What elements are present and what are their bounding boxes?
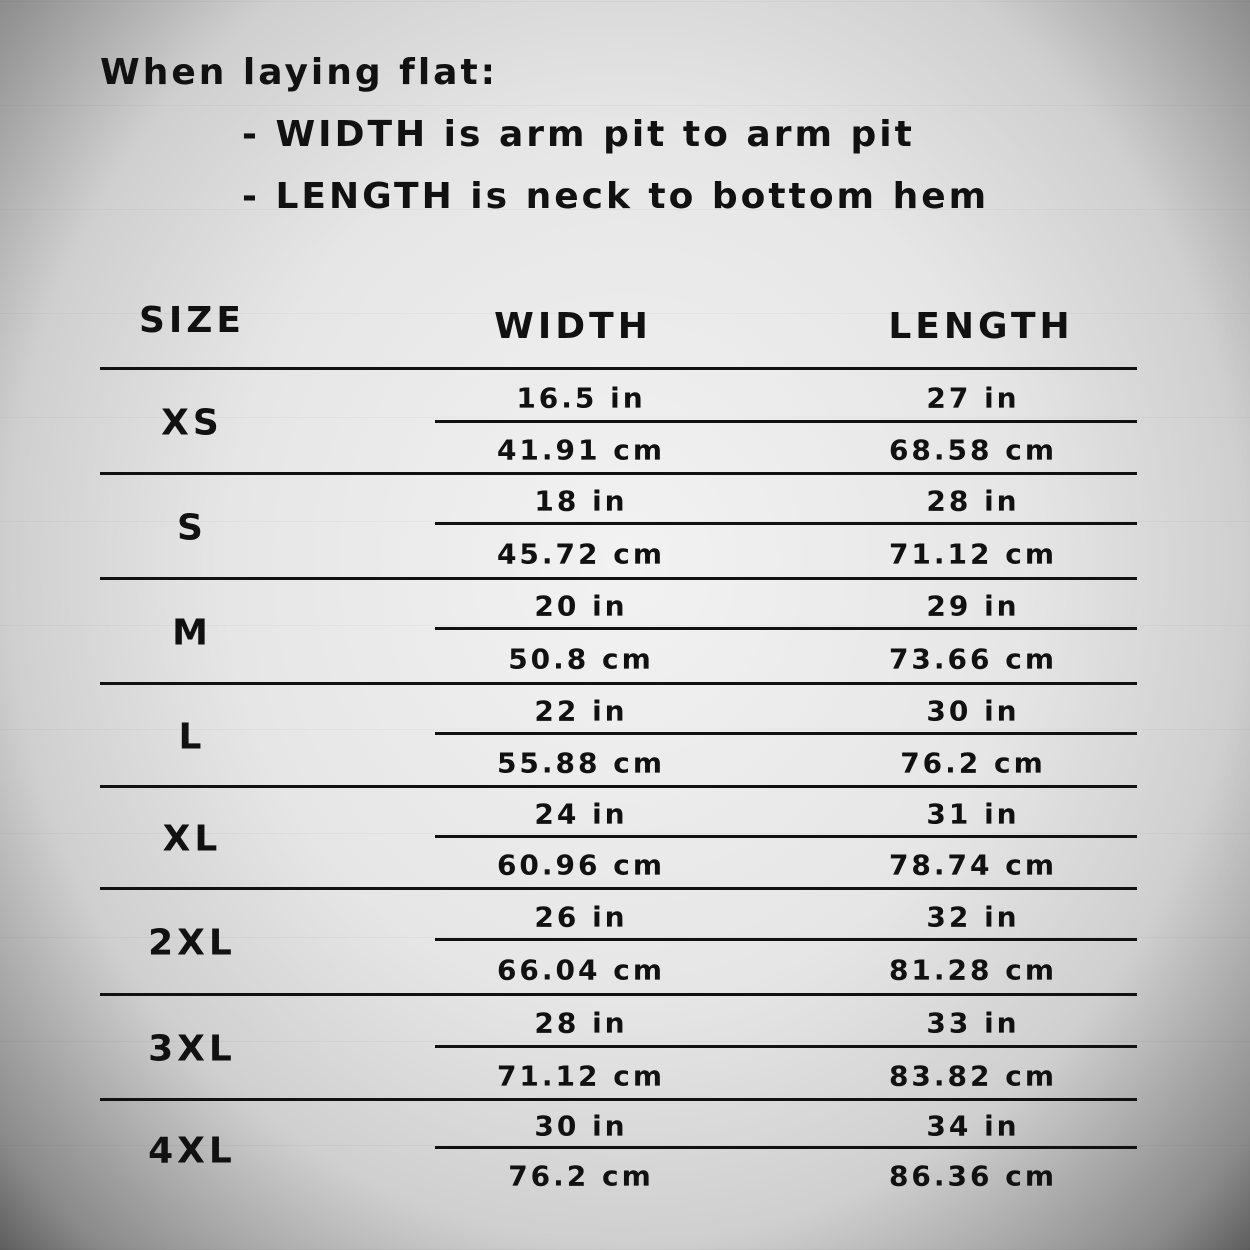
width-cm: 76.2 cm bbox=[508, 1159, 654, 1193]
length-in: 34 in bbox=[926, 1109, 1020, 1143]
length-in: 30 in bbox=[926, 694, 1020, 728]
length-cm: 86.36 cm bbox=[888, 1159, 1058, 1193]
length-cm: 76.2 cm bbox=[900, 746, 1046, 779]
unit-divider bbox=[435, 732, 1137, 735]
row-divider bbox=[100, 1098, 1137, 1101]
width-cm: 55.88 cm bbox=[496, 746, 666, 779]
size-label: 3XL bbox=[148, 1028, 236, 1069]
width-cm: 71.12 cm bbox=[496, 1059, 666, 1092]
header-width: WIDTH bbox=[494, 306, 652, 347]
length-in: 27 in bbox=[926, 381, 1020, 414]
intro-heading: When laying flat: bbox=[100, 52, 499, 93]
width-in: 20 in bbox=[534, 589, 628, 623]
length-in: 29 in bbox=[926, 589, 1020, 623]
length-cm: 81.28 cm bbox=[888, 953, 1058, 986]
unit-divider bbox=[435, 938, 1137, 941]
width-cm: 45.72 cm bbox=[496, 537, 666, 570]
row-divider bbox=[100, 785, 1137, 788]
length-cm: 78.74 cm bbox=[888, 848, 1058, 882]
size-label: S bbox=[177, 507, 207, 548]
width-in: 28 in bbox=[534, 1006, 628, 1040]
unit-divider bbox=[435, 1146, 1137, 1149]
length-in: 33 in bbox=[926, 1006, 1020, 1040]
width-in: 18 in bbox=[534, 484, 628, 518]
width-cm: 50.8 cm bbox=[508, 642, 654, 675]
width-in: 24 in bbox=[534, 797, 628, 831]
unit-divider bbox=[435, 522, 1137, 525]
header-size: SIZE bbox=[138, 300, 246, 341]
width-in: 26 in bbox=[534, 900, 628, 933]
size-label: M bbox=[172, 612, 212, 653]
header-length: LENGTH bbox=[888, 306, 1074, 347]
row-divider bbox=[100, 682, 1137, 685]
row-divider bbox=[100, 993, 1137, 996]
unit-divider bbox=[435, 627, 1137, 630]
size-label: XL bbox=[162, 818, 222, 860]
width-in: 16.5 in bbox=[516, 381, 646, 414]
row-divider bbox=[100, 367, 1137, 370]
intro-length-note: - LENGTH is neck to bottom hem bbox=[242, 176, 990, 217]
row-divider bbox=[100, 472, 1137, 475]
width-in: 30 in bbox=[534, 1109, 628, 1143]
length-in: 31 in bbox=[926, 797, 1020, 831]
length-cm: 71.12 cm bbox=[888, 537, 1058, 570]
length-cm: 83.82 cm bbox=[888, 1059, 1058, 1092]
width-cm: 60.96 cm bbox=[496, 848, 666, 882]
row-divider bbox=[100, 577, 1137, 580]
width-cm: 66.04 cm bbox=[496, 953, 666, 986]
length-in: 32 in bbox=[926, 900, 1020, 933]
unit-divider bbox=[435, 835, 1137, 838]
length-cm: 73.66 cm bbox=[888, 642, 1058, 675]
length-in: 28 in bbox=[926, 484, 1020, 518]
width-in: 22 in bbox=[534, 694, 628, 728]
intro-width-note: - WIDTH is arm pit to arm pit bbox=[242, 114, 915, 155]
unit-divider bbox=[435, 420, 1137, 423]
size-label: XS bbox=[161, 402, 223, 443]
row-divider bbox=[100, 887, 1137, 890]
width-cm: 41.91 cm bbox=[496, 433, 666, 467]
length-cm: 68.58 cm bbox=[888, 433, 1058, 467]
size-label: L bbox=[178, 716, 206, 757]
size-label: 4XL bbox=[148, 1130, 236, 1172]
unit-divider bbox=[435, 1045, 1137, 1048]
size-label: 2XL bbox=[148, 922, 236, 964]
